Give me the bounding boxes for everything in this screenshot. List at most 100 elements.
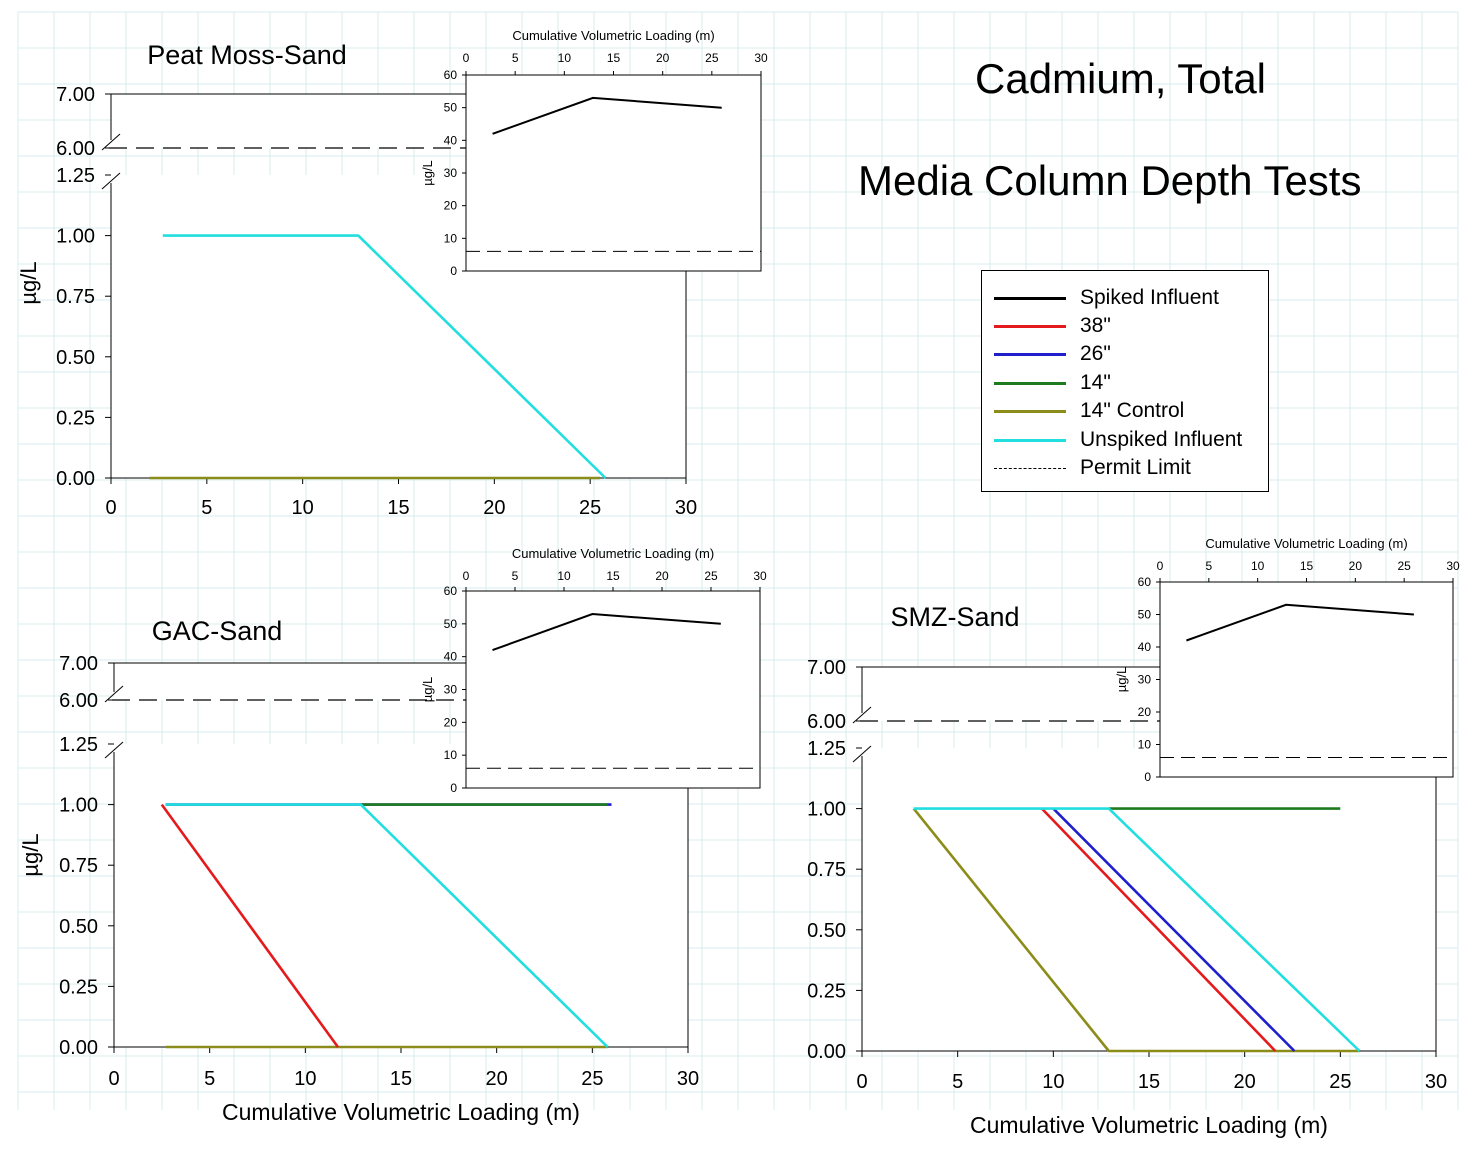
panel-title: SMZ-Sand: [890, 602, 1019, 632]
inset-x-tick-label: 25: [705, 51, 719, 65]
inset-x-axis-label: Cumulative Volumetric Loading (m): [512, 28, 714, 43]
inset-x-tick-label: 5: [1205, 559, 1212, 573]
x-tick-label: 0: [856, 1071, 867, 1093]
y-tick-label: 1.00: [59, 795, 98, 817]
y-tick-label: 0.50: [56, 347, 95, 369]
x-axis-label: Cumulative Volumetric Loading (m): [970, 1112, 1328, 1138]
y-tick-label: 1.00: [56, 226, 95, 248]
inset-y-tick-label: 0: [1144, 770, 1151, 784]
legend-swatch: [994, 325, 1066, 328]
series-line-38in: [160, 803, 339, 1048]
y-tick-label: 0.50: [807, 920, 846, 942]
inset-y-tick-label: 60: [1138, 575, 1152, 589]
series-line-14in_control: [912, 807, 1360, 1053]
x-tick-label: 10: [292, 497, 314, 519]
x-tick-label: 20: [486, 1068, 508, 1090]
legend-item-unspiked-influent: Unspiked Influent: [994, 427, 1264, 453]
inset-chart-smz: 0 5 10 15 20 25 30 0 10 20 30 40 50 60 Cumulative Volu…: [1114, 536, 1460, 784]
y-tick-label: 1.25: [59, 734, 98, 756]
x-tick-label: 30: [677, 1068, 699, 1090]
chart-panels: 0.00 0.25 0.50 0.75 1.00 1.25 6.00 7.00 0 5 10 15 20…: [16, 28, 1460, 1138]
inset-y-tick-label: 50: [1138, 608, 1152, 622]
inset-x-tick-label: 30: [754, 51, 768, 65]
y-tick-label: 0.50: [59, 916, 98, 938]
inset-x-axis-label: Cumulative Volumetric Loading (m): [512, 546, 714, 561]
y-tick-label: 6.00: [56, 138, 95, 160]
chart-panel-peat: 0.00 0.25 0.50 0.75 1.00 1.25 6.00 7.00 0 5 10 15 20…: [16, 28, 768, 519]
inset-x-tick-label: 20: [1349, 559, 1363, 573]
inset-x-tick-label: 25: [704, 569, 718, 583]
legend-item-14in-control: 14" Control: [994, 398, 1264, 424]
y-tick-label: 0.75: [59, 855, 98, 877]
y-tick-label: 0.75: [56, 286, 95, 308]
y-tick-label: 6.00: [807, 711, 846, 733]
inset-y-tick-label: 20: [444, 715, 458, 729]
y-tick-label: 0.00: [807, 1041, 846, 1063]
inset-y-tick-label: 10: [444, 748, 458, 762]
inset-y-tick-label: 10: [444, 231, 458, 245]
x-tick-label: 30: [675, 497, 697, 519]
y-tick-label: 6.00: [59, 690, 98, 712]
inset-y-axis-label: µg/L: [420, 160, 435, 186]
inset-y-tick-label: 50: [444, 617, 458, 631]
inset-series-spiked-influent: [492, 96, 722, 135]
legend-item-permit-limit: Permit Limit: [994, 455, 1264, 481]
inset-x-tick-label: 15: [1300, 559, 1314, 573]
legend-label: Unspiked Influent: [1080, 428, 1243, 451]
x-tick-label: 30: [1425, 1071, 1447, 1093]
inset-x-tick-label: 5: [512, 51, 519, 65]
inset-plot-area: [465, 74, 762, 272]
legend-label: Permit Limit: [1080, 456, 1191, 479]
y-tick-label: 0.25: [807, 980, 846, 1002]
legend-item-spiked-influent: Spiked Influent: [994, 285, 1264, 311]
inset-x-tick-label: 15: [607, 51, 621, 65]
legend-item-38in: 38": [994, 313, 1264, 339]
lower-plot-area: [114, 744, 688, 1047]
series-line-unspiked_influent: [162, 234, 607, 479]
legend-swatch: [994, 468, 1066, 469]
lower-plot-area: [862, 748, 1436, 1051]
inset-y-tick-label: 60: [444, 68, 458, 82]
inset-x-tick-label: 30: [1446, 559, 1460, 573]
chart-panel-gac: 0.00 0.25 0.50 0.75 1.00 1.25 6.00 7.00 0 5 10 15 20…: [18, 546, 767, 1125]
axis-break-mark: [852, 706, 872, 724]
inset-x-tick-label: 0: [463, 569, 470, 583]
figure-title-line-2: Media Column Depth Tests: [858, 157, 1362, 204]
series-line-38in: [1040, 807, 1277, 1052]
axis-break-mark: [101, 133, 121, 151]
legend: Spiked Influent 38" 26" 14" 14" Control …: [981, 270, 1269, 492]
y-tick-label: 0.25: [56, 407, 95, 429]
y-tick-label: 7.00: [807, 657, 846, 679]
legend-swatch: [994, 382, 1066, 385]
x-tick-label: 25: [579, 497, 601, 519]
series-line-unspiked_influent: [913, 807, 1361, 1052]
x-tick-label: 15: [387, 497, 409, 519]
axis-break-mark: [852, 745, 872, 763]
inset-x-tick-label: 25: [1397, 559, 1411, 573]
inset-plot-area: [465, 590, 761, 789]
inset-series-spiked-influent: [492, 612, 721, 652]
legend-swatch: [994, 410, 1066, 413]
inset-y-tick-label: 20: [1138, 705, 1152, 719]
legend-swatch: [994, 353, 1066, 356]
x-tick-label: 20: [483, 497, 505, 519]
inset-x-tick-label: 0: [1157, 559, 1164, 573]
x-tick-label: 15: [1138, 1071, 1160, 1093]
inset-series-spiked-influent: [1186, 603, 1414, 642]
panel-title: Peat Moss-Sand: [147, 40, 347, 70]
x-tick-label: 0: [105, 497, 116, 519]
y-tick-label: 1.25: [807, 738, 846, 760]
x-tick-label: 10: [294, 1068, 316, 1090]
inset-y-tick-label: 20: [444, 199, 458, 213]
inset-x-tick-label: 0: [463, 51, 470, 65]
series-line-26in: [1052, 807, 1296, 1052]
axis-break-mark: [101, 172, 121, 190]
x-tick-label: 5: [204, 1068, 215, 1090]
inset-x-tick-label: 10: [557, 569, 571, 583]
chart-panel-smz: 0.00 0.25 0.50 0.75 1.00 1.25 6.00 7.00 0 5 10 15 20…: [807, 536, 1460, 1138]
inset-y-tick-label: 50: [444, 101, 458, 115]
x-tick-label: 10: [1042, 1071, 1064, 1093]
inset-y-tick-label: 0: [450, 264, 457, 278]
y-axis-label: µg/L: [18, 833, 43, 876]
